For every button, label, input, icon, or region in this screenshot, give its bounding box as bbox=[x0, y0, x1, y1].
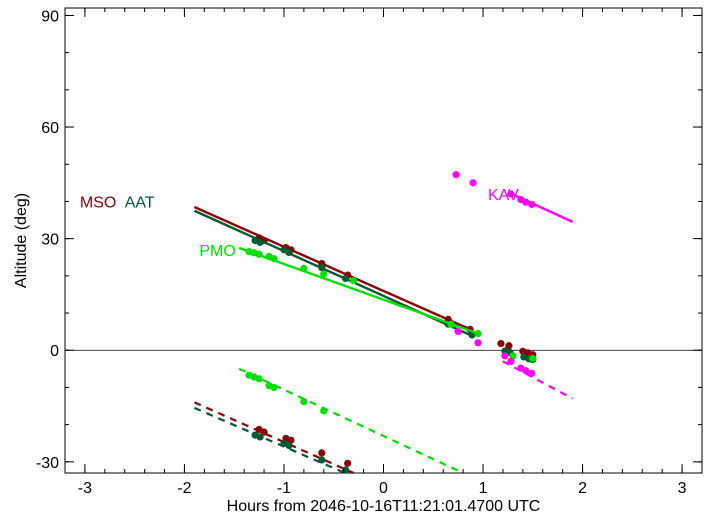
series-kav-point bbox=[528, 369, 536, 377]
series-labels: MSO AAT PMO KAV bbox=[80, 187, 519, 260]
series-mso-point bbox=[344, 459, 352, 467]
series-kav-point bbox=[501, 352, 509, 360]
series-pmo-point bbox=[320, 270, 328, 278]
y-tick-label: 60 bbox=[41, 120, 59, 137]
series-mso-point bbox=[497, 339, 505, 348]
series-pmo-point bbox=[350, 277, 358, 285]
x-tick-label: 3 bbox=[678, 480, 687, 497]
x-axis-label: Hours from 2046-10-16T11:21:01.4700 UTC bbox=[227, 498, 541, 515]
series-kav-point bbox=[522, 367, 530, 375]
series-mso-label: MSO bbox=[80, 194, 116, 211]
series-mso-point bbox=[505, 342, 513, 350]
series-aat-label: AAT bbox=[125, 194, 155, 211]
y-tick-label: 90 bbox=[41, 8, 59, 25]
series-pmo-label: PMO bbox=[199, 243, 235, 260]
series-aat-point bbox=[342, 466, 350, 473]
series-kav-point bbox=[507, 357, 515, 365]
series-pmo-point bbox=[270, 255, 278, 263]
series-mso bbox=[193, 205, 537, 473]
series-aat-dashed-line bbox=[193, 406, 348, 473]
series-aat-point bbox=[285, 248, 293, 257]
series-pmo-point bbox=[509, 352, 517, 360]
series-pmo-point bbox=[300, 264, 308, 272]
series-aat-point bbox=[256, 433, 264, 441]
y-tick-label: 30 bbox=[41, 232, 59, 249]
series-kav-point bbox=[474, 339, 482, 347]
plot-border bbox=[64, 7, 703, 474]
series-kav bbox=[452, 171, 574, 400]
y-axis-label: Altitude (deg) bbox=[13, 193, 30, 288]
series-layer bbox=[193, 171, 574, 473]
series-aat-point bbox=[256, 238, 264, 246]
series-pmo-point bbox=[447, 320, 455, 328]
series-mso-point bbox=[260, 428, 268, 436]
series-kav-dashed-line bbox=[502, 360, 574, 400]
series-kav-label: KAV bbox=[488, 187, 519, 204]
series-pmo-point bbox=[255, 375, 263, 383]
series-kav-point bbox=[469, 179, 477, 187]
y-tick-label: -30 bbox=[36, 455, 59, 472]
x-tick-label: 2 bbox=[578, 480, 587, 497]
x-tick-label: 0 bbox=[379, 480, 388, 497]
x-tick-label: -3 bbox=[78, 480, 92, 497]
series-aat-point bbox=[318, 264, 326, 272]
series-pmo-point bbox=[529, 354, 537, 363]
x-tick-label: 1 bbox=[479, 480, 488, 497]
plot-frame bbox=[64, 7, 703, 474]
series-pmo bbox=[238, 246, 537, 473]
series-mso-point bbox=[318, 449, 326, 457]
series-kav-point bbox=[454, 328, 462, 336]
series-kav-point bbox=[507, 190, 515, 198]
series-pmo-fit-line bbox=[238, 246, 479, 335]
series-pmo-point bbox=[300, 397, 308, 406]
y-tick-label: 0 bbox=[50, 343, 59, 360]
series-mso-dashed-line bbox=[193, 401, 355, 473]
series-pmo-point bbox=[474, 329, 482, 338]
series-pmo-point bbox=[270, 383, 278, 392]
ticks-layer: -3 -2 -1 0 1 2 3 -30 0 30 60 90 bbox=[36, 8, 702, 497]
series-pmo-point bbox=[255, 250, 263, 258]
series-kav-point bbox=[528, 200, 536, 209]
series-kav-point bbox=[522, 198, 530, 206]
series-aat-point bbox=[342, 274, 350, 283]
x-tick-label: -1 bbox=[277, 480, 291, 497]
x-tick-label: -2 bbox=[177, 480, 191, 497]
series-mso-fit-line bbox=[193, 205, 472, 331]
series-aat-point bbox=[285, 441, 293, 450]
series-pmo-point bbox=[320, 407, 328, 415]
series-kav-point bbox=[452, 171, 460, 179]
series-aat-point bbox=[318, 456, 326, 464]
